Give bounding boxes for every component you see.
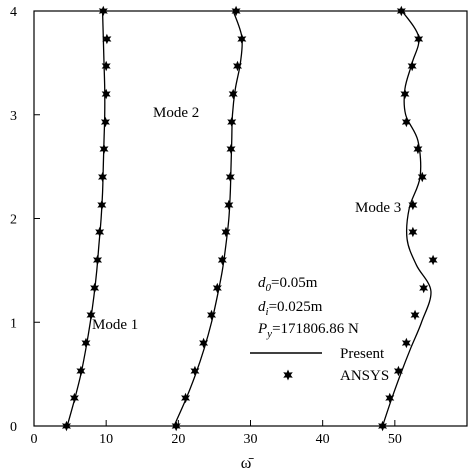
ansys-point [225,171,235,183]
x-tick-label: 20 [171,432,185,447]
y-tick-label: 4 [10,5,17,20]
ansys-point [95,226,105,238]
ansys-point [93,254,103,266]
ansys-point [90,282,100,294]
series-line-mode-1 [66,10,106,427]
ansys-point [98,171,108,183]
ansys-point [228,88,238,100]
ansys-point [101,60,111,72]
x-axis-label: ω̄ [241,455,255,472]
ansys-point [401,116,411,128]
x-tick-label: 30 [244,432,258,447]
ansys-point [231,5,241,17]
y-tick-label: 1 [10,316,17,331]
ansys-point [86,309,96,321]
x-tick-label: 0 [31,432,38,447]
ansys-point [407,60,417,72]
ansys-point [226,143,236,155]
mode-2-label: Mode 2 [153,105,199,121]
ansys-point [102,33,112,45]
ansys-point [100,116,110,128]
legend-present-label: Present [340,346,385,362]
ansys-point [417,171,427,183]
ansys-point [217,254,227,266]
mode-3-label: Mode 3 [355,200,401,216]
di-annotation: di=0.025m [258,299,323,318]
ansys-point [171,420,181,432]
x-tick-label: 50 [388,432,402,447]
ansys-point [99,143,109,155]
ansys-point [81,337,91,349]
ansys-point [413,143,423,155]
series-line-mode-2 [173,10,243,427]
y-tick-label: 3 [10,109,17,124]
mode-1-label: Mode 1 [92,317,138,333]
ansys-point [221,226,231,238]
ansys-point [408,199,418,211]
ansys-point [181,392,191,404]
ansys-point [212,282,222,294]
ansys-point [410,309,420,321]
ansys-point [233,60,243,72]
ansys-point [61,420,71,432]
ansys-point [396,5,406,17]
ansys-point [190,365,200,377]
legend: Present ANSYS [250,346,389,384]
ansys-point [237,33,247,45]
ansys-point [69,392,79,404]
ansys-point [400,88,410,100]
plot-area [61,5,438,432]
ansys-point [76,365,86,377]
ansys-point [227,116,237,128]
y-tick-label: 2 [10,213,17,228]
ansys-point [97,199,107,211]
x-tick-label: 40 [316,432,330,447]
ansys-point [199,337,209,349]
ansys-point [401,337,411,349]
ansys-point [207,309,217,321]
legend-star-swatch [283,369,293,381]
ansys-point [393,365,403,377]
ansys-point [224,199,234,211]
ansys-point [98,5,108,17]
plot-frame [33,10,468,427]
y-tick-label: 0 [10,420,17,435]
ansys-point [101,88,111,100]
ansys-point [408,226,418,238]
axes: 0 10 20 30 40 50 0 1 2 3 4 [10,5,468,447]
series-line-mode-3 [381,10,432,427]
ansys-point [428,254,438,266]
x-tick-label: 10 [99,432,113,447]
ansys-point [378,420,388,432]
py-annotation: Py=171806.86 N [257,321,359,340]
d0-annotation: d0=0.05m [258,275,318,294]
legend-ansys-label: ANSYS [340,368,389,384]
ansys-point [385,392,395,404]
ansys-point [414,33,424,45]
ansys-point [419,282,429,294]
